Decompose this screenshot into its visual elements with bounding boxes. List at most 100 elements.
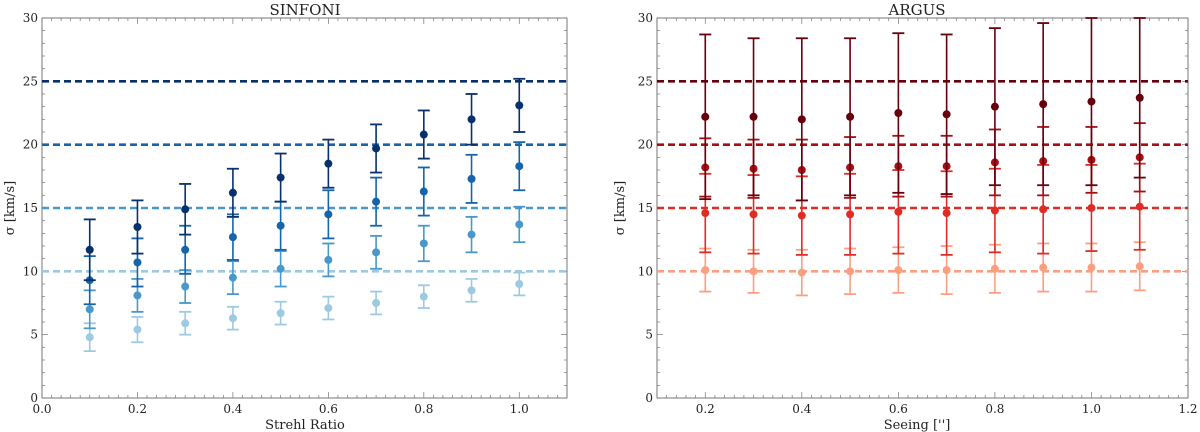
sinfoni-title: SINFONI (269, 1, 340, 19)
sinfoni-data-point (133, 258, 142, 267)
argus-data-point (1039, 100, 1048, 109)
sinfoni-x-tick-label: 0.6 (319, 402, 338, 416)
sinfoni-x-tick-label: 1.0 (510, 402, 529, 416)
sinfoni-data-point (372, 299, 381, 307)
sinfoni-series-1 (83, 205, 526, 330)
argus-y-axis-label: σ [km/s] (613, 181, 628, 235)
argus-y-tick-label: 25 (638, 74, 653, 88)
argus-data-point (749, 267, 758, 276)
sinfoni-data-point (419, 292, 428, 301)
sinfoni-data-point (372, 197, 381, 206)
argus-y-tick-label: 20 (638, 138, 653, 152)
argus-data-point (701, 266, 710, 275)
argus-data-point (1135, 93, 1144, 102)
sinfoni-data-point (133, 291, 142, 300)
sinfoni-data-point (276, 309, 285, 318)
sinfoni-data-point (515, 220, 524, 229)
argus-y-tick-label: 0 (645, 391, 653, 405)
argus-data-point (1087, 97, 1096, 106)
sinfoni-data-point (372, 144, 381, 153)
sinfoni-data-point (85, 333, 94, 342)
argus-data-point (990, 102, 999, 111)
sinfoni-data-point (85, 245, 94, 254)
argus-x-tick-label: 0.8 (985, 402, 1004, 416)
sinfoni-data-point (228, 273, 237, 282)
argus-data-point (990, 206, 999, 215)
argus-x-tick-label: 1.0 (1082, 402, 1101, 416)
sinfoni-y-tick-label: 0 (30, 391, 38, 405)
sinfoni-y-tick-label: 5 (30, 328, 38, 342)
sinfoni-x-tick-label: 0.4 (223, 402, 242, 416)
argus-series-3 (699, 17, 1146, 202)
argus-data-point (894, 109, 903, 117)
sinfoni-x-axis-label: Strehl Ratio (265, 418, 345, 432)
sinfoni-data-point (419, 130, 428, 139)
sinfoni-data-point (276, 264, 285, 273)
argus-data-point (942, 110, 951, 119)
sinfoni-series-0 (83, 271, 526, 353)
sinfoni-series-3 (83, 77, 526, 282)
argus-title: ARGUS (887, 1, 945, 19)
argus-data-point (797, 115, 806, 124)
sinfoni-data-point (181, 319, 190, 328)
sinfoni-data-point (181, 282, 190, 291)
sinfoni-data-point (276, 221, 285, 230)
sinfoni-data-point (228, 233, 237, 242)
argus-data-point (1087, 263, 1096, 272)
sinfoni-data-point (324, 210, 333, 219)
argus-series-2 (699, 122, 1146, 202)
sinfoni-y-tick-label: 25 (23, 74, 38, 88)
argus-data-point (894, 207, 903, 216)
argus-data-point (990, 264, 999, 273)
argus-y-tick-label: 30 (638, 11, 653, 25)
sinfoni-data-point (133, 223, 142, 231)
sinfoni-data-point (515, 162, 524, 171)
sinfoni-y-tick-label: 20 (23, 138, 38, 152)
argus-data-point (942, 266, 951, 275)
sinfoni-data-point (515, 101, 524, 110)
sinfoni-data-point (181, 205, 190, 214)
sinfoni-data-point (85, 305, 94, 314)
sinfoni-data-point (372, 248, 381, 257)
argus-data-point (942, 209, 951, 218)
sinfoni-panel: 0 5 10 15 20 25 30 0.0 0.2 0.4 0.6 0.8 1.0 SINFONI Str… (3, 1, 568, 432)
sinfoni-data-point (467, 286, 476, 295)
argus-x-tick-label: 0.6 (889, 402, 908, 416)
sinfoni-data-point (419, 187, 428, 196)
sinfoni-data-point (467, 115, 476, 124)
argus-x-tick-label: 0.2 (696, 402, 715, 416)
sinfoni-data-point (228, 188, 237, 197)
sinfoni-data-point (324, 304, 333, 313)
sinfoni-data-point (181, 245, 190, 254)
argus-data-point (797, 268, 806, 277)
argus-data-point (1135, 262, 1144, 271)
argus-data-point (749, 210, 758, 219)
argus-data-point (1087, 204, 1096, 212)
argus-data-point (846, 210, 855, 219)
argus-panel: 0 5 10 15 20 25 30 0.2 0.4 0.6 0.8 1.0 1.2 ARGUS Seein… (613, 1, 1198, 432)
argus-data-point (749, 112, 758, 121)
argus-data-point (797, 211, 806, 220)
sinfoni-data-point (276, 173, 285, 182)
sinfoni-data-point (467, 230, 476, 239)
argus-series-0 (699, 241, 1146, 297)
argus-x-tick-label: 1.2 (1178, 402, 1197, 416)
sinfoni-x-tick-label: 0.2 (128, 402, 147, 416)
argus-x-tick-label: 0.4 (792, 402, 811, 416)
sinfoni-y-tick-label: 30 (23, 11, 38, 25)
sinfoni-data-point (324, 159, 333, 168)
sinfoni-y-tick-label: 10 (23, 264, 38, 278)
sinfoni-data-point (228, 314, 237, 323)
sinfoni-x-tick-label: 0.0 (32, 402, 51, 416)
argus-x-axis-label: Seeing [''] (884, 418, 951, 432)
sinfoni-y-tick-label: 15 (23, 201, 38, 215)
argus-y-tick-label: 5 (645, 328, 653, 342)
argus-y-tick-label: 15 (638, 201, 653, 215)
argus-data-point (894, 266, 903, 275)
sinfoni-data-point (324, 255, 333, 264)
argus-data-point (1039, 205, 1048, 214)
argus-y-tick-label: 10 (638, 264, 653, 278)
sinfoni-data-point (133, 325, 142, 334)
sinfoni-data-point (515, 280, 524, 288)
